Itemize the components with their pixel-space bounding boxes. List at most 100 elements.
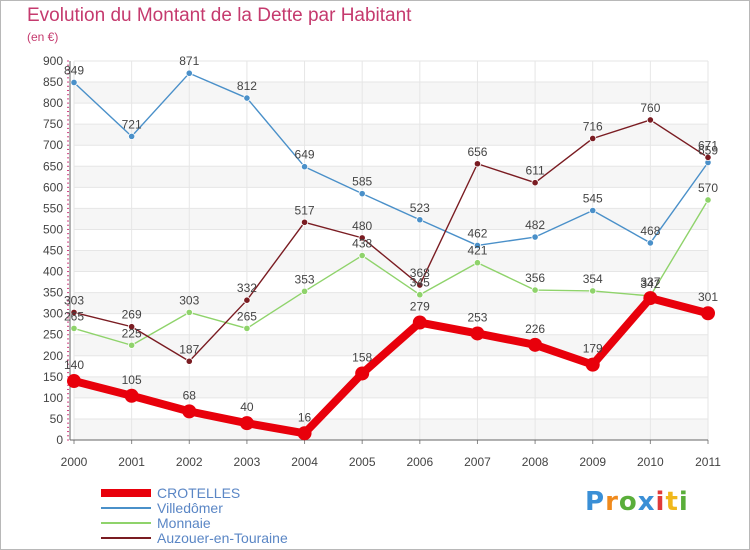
y-tick-label: 900	[43, 54, 63, 68]
legend-label: CROTELLES	[157, 485, 241, 501]
series-line-1	[73, 72, 709, 247]
data-label: 140	[64, 358, 84, 372]
data-label: 303	[64, 293, 84, 307]
data-point	[70, 308, 78, 317]
series-line-3	[73, 119, 709, 362]
data-label: 656	[467, 145, 487, 159]
data-label: 303	[179, 293, 199, 307]
data-point	[470, 326, 485, 341]
data-point	[300, 163, 309, 171]
y-tick-label: 700	[43, 138, 63, 152]
legend-label: Villedômer	[157, 500, 223, 516]
data-point	[704, 153, 712, 162]
data-point	[185, 308, 193, 317]
data-point	[646, 239, 654, 247]
data-point	[128, 132, 136, 140]
data-point	[185, 69, 193, 77]
data-point	[646, 116, 654, 124]
data-label: 721	[122, 117, 142, 131]
data-label: 105	[122, 373, 142, 387]
y-tick-label: 600	[43, 180, 63, 194]
data-label: 368	[410, 266, 430, 280]
x-tick-label: 2003	[234, 455, 261, 469]
data-point	[589, 134, 597, 143]
data-point	[243, 296, 251, 304]
data-label: 611	[526, 164, 545, 178]
data-label: 356	[525, 271, 545, 285]
data-label: 716	[583, 119, 603, 133]
legend-swatch	[101, 489, 151, 497]
data-label: 332	[237, 281, 257, 295]
x-tick-label: 2005	[349, 455, 376, 469]
grid-band	[74, 376, 708, 398]
data-point	[243, 94, 251, 102]
x-tick-label: 2001	[118, 455, 145, 469]
data-label: 812	[237, 79, 257, 93]
grid-band	[74, 418, 708, 440]
data-point	[643, 291, 658, 306]
data-point	[704, 196, 712, 204]
data-point	[185, 357, 193, 365]
data-label: 265	[237, 309, 257, 323]
x-tick-label: 2008	[522, 455, 549, 469]
data-point	[355, 366, 370, 381]
grid-band	[74, 208, 708, 230]
data-label: 187	[179, 342, 199, 356]
data-point	[473, 160, 482, 168]
y-tick-label: 650	[43, 159, 63, 173]
data-label: 871	[179, 54, 199, 68]
data-point	[70, 78, 78, 87]
logo-letter: r	[605, 487, 619, 517]
data-point	[128, 323, 136, 331]
legend-swatch	[101, 537, 151, 539]
data-point	[531, 179, 539, 187]
legend-swatch	[101, 507, 151, 509]
data-point	[128, 341, 136, 349]
data-label: 353	[295, 272, 315, 286]
grid-band	[74, 82, 708, 104]
data-point	[358, 234, 366, 242]
data-label: 158	[352, 350, 372, 364]
data-label: 468	[640, 224, 660, 238]
logo-letter: t	[665, 487, 679, 517]
logo-letter: i	[678, 487, 689, 517]
data-label: 480	[352, 219, 372, 233]
data-point	[67, 374, 81, 389]
chart-title: Evolution du Montant de la Dette par Hab…	[27, 5, 412, 26]
data-label: 649	[295, 148, 315, 162]
data-label: 16	[298, 410, 312, 424]
data-label: 253	[467, 310, 487, 324]
series-line-2	[73, 199, 709, 346]
data-label: 226	[525, 322, 545, 336]
data-label: 337	[640, 275, 660, 289]
data-point	[239, 416, 254, 431]
data-label: 760	[640, 101, 660, 115]
y-tick-label: 400	[43, 265, 63, 279]
data-point	[473, 241, 482, 250]
data-point	[358, 190, 366, 198]
data-point	[297, 426, 312, 441]
y-tick-label: 750	[43, 117, 63, 131]
data-label: 342	[640, 277, 660, 291]
data-point	[585, 357, 600, 372]
data-label: 517	[295, 203, 315, 217]
data-point	[589, 206, 597, 215]
logo-letter: x	[637, 487, 656, 517]
data-label: 269	[122, 308, 142, 322]
data-point	[300, 287, 309, 295]
y-tick-label: 350	[43, 286, 63, 300]
data-point	[528, 337, 543, 352]
logo-letter: o	[618, 487, 638, 517]
y-tick-label: 800	[43, 96, 63, 110]
y-tick-label: 450	[43, 244, 63, 258]
data-label: 40	[240, 400, 254, 414]
data-label: 570	[698, 181, 718, 195]
data-point	[416, 216, 424, 224]
logo-letter: i	[655, 487, 666, 517]
x-tick-label: 2007	[464, 455, 491, 469]
y-tick-label: 50	[50, 412, 64, 426]
y-tick-label: 550	[43, 201, 63, 215]
data-point	[701, 306, 715, 321]
x-tick-label: 2000	[61, 455, 88, 469]
